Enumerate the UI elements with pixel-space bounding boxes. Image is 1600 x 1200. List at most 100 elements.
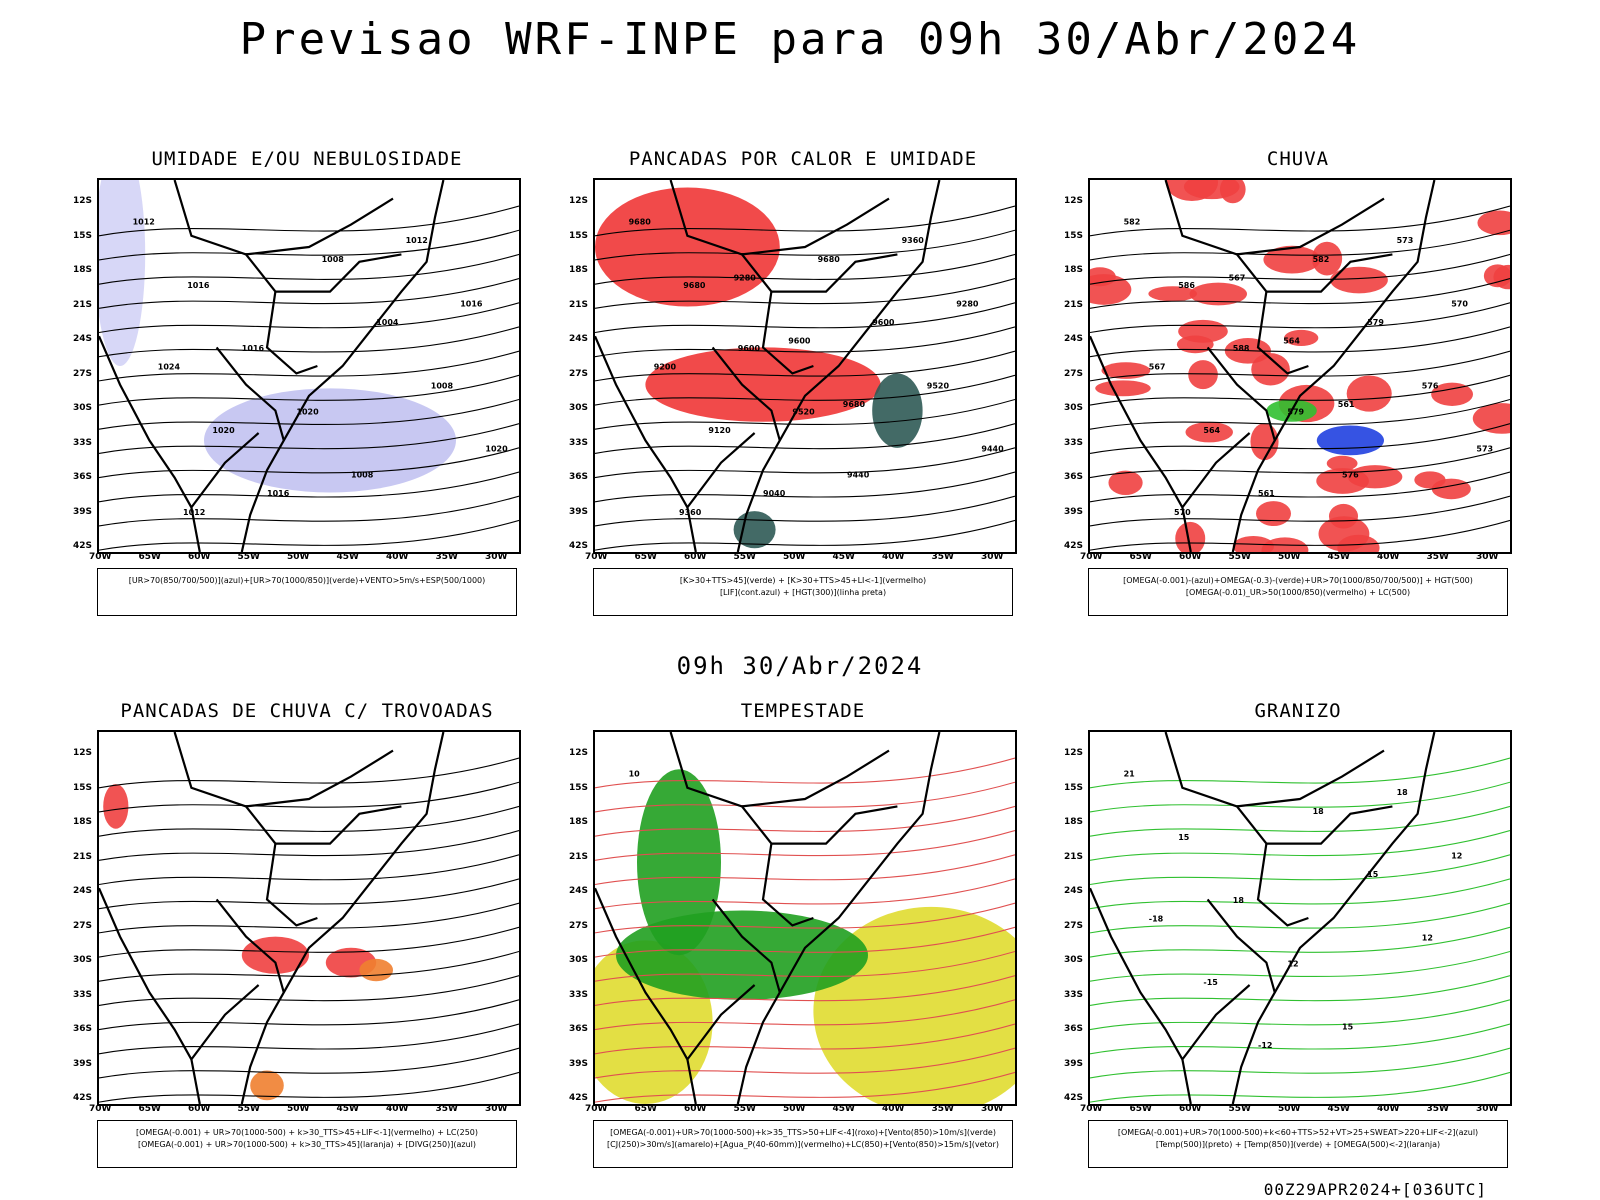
contour-label: 9520 <box>927 381 950 390</box>
lat-label: 33S <box>1064 989 1084 1000</box>
lat-label: 18S <box>73 817 93 827</box>
isoline <box>595 878 1015 910</box>
legend-line: [LIF](cont.azul) + [HGT(300)](linha pret… <box>719 588 887 597</box>
lon-label: 65W <box>138 1104 161 1114</box>
lon-label: 70W <box>1080 1104 1103 1114</box>
border-line <box>190 984 260 1061</box>
lat-label: 21S <box>569 851 589 862</box>
lon-label: 50W <box>783 552 806 562</box>
field-shading <box>359 958 394 982</box>
lat-label: 30S <box>73 955 93 965</box>
field-shading <box>1263 245 1321 274</box>
lat-label: 27S <box>73 920 93 931</box>
border-line <box>771 253 898 293</box>
lat-label: 18S <box>73 265 93 275</box>
lat-label: 24S <box>73 886 93 896</box>
lon-label: 40W <box>882 1104 905 1114</box>
field-shading <box>250 1070 284 1101</box>
contour-label: 21 <box>1124 770 1136 779</box>
contour-label: 15 <box>1367 870 1379 879</box>
lat-label: 30S <box>569 403 589 413</box>
isoline <box>99 495 519 527</box>
lon-label: 35W <box>931 1104 954 1114</box>
lon-label: 65W <box>138 552 161 562</box>
field-shading <box>99 180 146 366</box>
isoline <box>99 999 519 1031</box>
field-shading <box>1493 264 1510 290</box>
contour-label: 9360 <box>679 508 702 517</box>
lon-label: 55W <box>237 1104 260 1114</box>
lat-label: 42S <box>1064 1093 1084 1103</box>
field-shading <box>637 769 721 956</box>
field-shading <box>1318 516 1370 552</box>
field-shading <box>103 784 129 829</box>
map-svg: 1012 1016 1016 1020 1008 1012 1016 1024 1020 1016… <box>99 180 519 552</box>
lon-label: 30W <box>1476 1104 1499 1114</box>
isoline <box>99 975 519 1006</box>
isoline <box>99 423 519 454</box>
isoline <box>1090 950 1510 982</box>
contour-label: 576 <box>1342 471 1359 480</box>
isoline <box>1090 229 1510 261</box>
field-shading <box>1431 382 1474 406</box>
isoline <box>595 926 1015 958</box>
map-area: 1012 1016 1016 1020 1008 1012 1016 1024 1020 1016… <box>97 178 521 554</box>
contour-label: 1020 <box>296 407 319 416</box>
lat-label: 27S <box>1064 368 1084 379</box>
lon-label: 30W <box>485 552 508 562</box>
border-line <box>275 253 402 293</box>
legend-line: [OMEGA(-0.001) + UR>70(1000-500) + k>30_… <box>135 1128 479 1137</box>
isoline <box>595 902 1015 934</box>
border-line <box>1181 432 1251 509</box>
lat-label: 39S <box>569 506 589 517</box>
isoline <box>595 854 1015 886</box>
lat-label: 15S <box>569 230 589 241</box>
contour-label: 561 <box>1258 489 1275 498</box>
contour-label: 576 <box>1422 381 1439 390</box>
isoline <box>595 975 1015 1006</box>
isoline <box>595 326 1015 358</box>
legend-box: [OMEGA(-0.001)+UR>70(1000-500)+k<60+TTS>… <box>1088 1120 1508 1168</box>
map-area: 582 586 588 579 576 573 570 567 564 561 582 579 576 5… <box>1088 178 1512 554</box>
lon-label: 35W <box>435 552 458 562</box>
border-line <box>1181 984 1251 1061</box>
legend-line: [OMEGA(-0.001) + UR>70(1000-500) + k>30_… <box>137 1140 477 1149</box>
contour-label: -15 <box>1203 978 1218 987</box>
lon-label: 50W <box>1278 1104 1301 1114</box>
isoline <box>1090 374 1510 406</box>
legend-line: [Temp(500)](preto) + [Temp(850)](verde) … <box>1155 1140 1441 1149</box>
lon-label: 45W <box>336 1104 359 1114</box>
map-svg: 582 586 588 579 576 573 570 567 564 561 582 579 576 5… <box>1090 180 1510 552</box>
legend-line: [UR>70(850/700/500)](azul)+[UR>70(1000/8… <box>128 576 486 585</box>
isoline <box>1090 447 1510 479</box>
contour-label: 15 <box>1178 833 1190 842</box>
lon-label: 35W <box>1426 552 1449 562</box>
panel-pancadas-calor: PANCADAS POR CALOR E UMIDADE 9680 9680 9600… <box>523 148 1033 628</box>
legend-box: [K>30+TTS>45](verde) + [K>30+TTS>45+LI<-… <box>593 568 1013 616</box>
border-line <box>1231 180 1436 552</box>
border-line <box>1266 805 1393 845</box>
lat-label: 42S <box>569 1093 589 1103</box>
border-line <box>1236 749 1385 808</box>
isoline <box>595 278 1015 309</box>
lat-label: 15S <box>73 782 93 793</box>
isoline <box>595 350 1015 382</box>
contour-label: 9120 <box>708 426 731 435</box>
contour-label: 12 <box>1451 851 1462 860</box>
border-line <box>245 749 394 808</box>
isoline <box>99 1047 519 1079</box>
lat-label: 36S <box>73 472 93 482</box>
contour-label: 18 <box>1313 807 1325 816</box>
contour-label: 586 <box>1178 281 1195 290</box>
panel-umidade: UMIDADE E/OU NEBULOSIDADE 1012 1016 1016 102… <box>27 148 537 628</box>
border-line <box>1266 253 1393 293</box>
field-shading <box>1316 425 1384 456</box>
field-shading <box>1311 241 1343 276</box>
isoline <box>99 471 519 503</box>
isoline <box>1090 495 1510 527</box>
contour-label: 1016 <box>187 281 210 290</box>
lon-label: 65W <box>1129 552 1152 562</box>
contour-label: 567 <box>1229 273 1246 282</box>
lat-label: 12S <box>73 196 93 206</box>
contour-label: 9040 <box>763 489 786 498</box>
